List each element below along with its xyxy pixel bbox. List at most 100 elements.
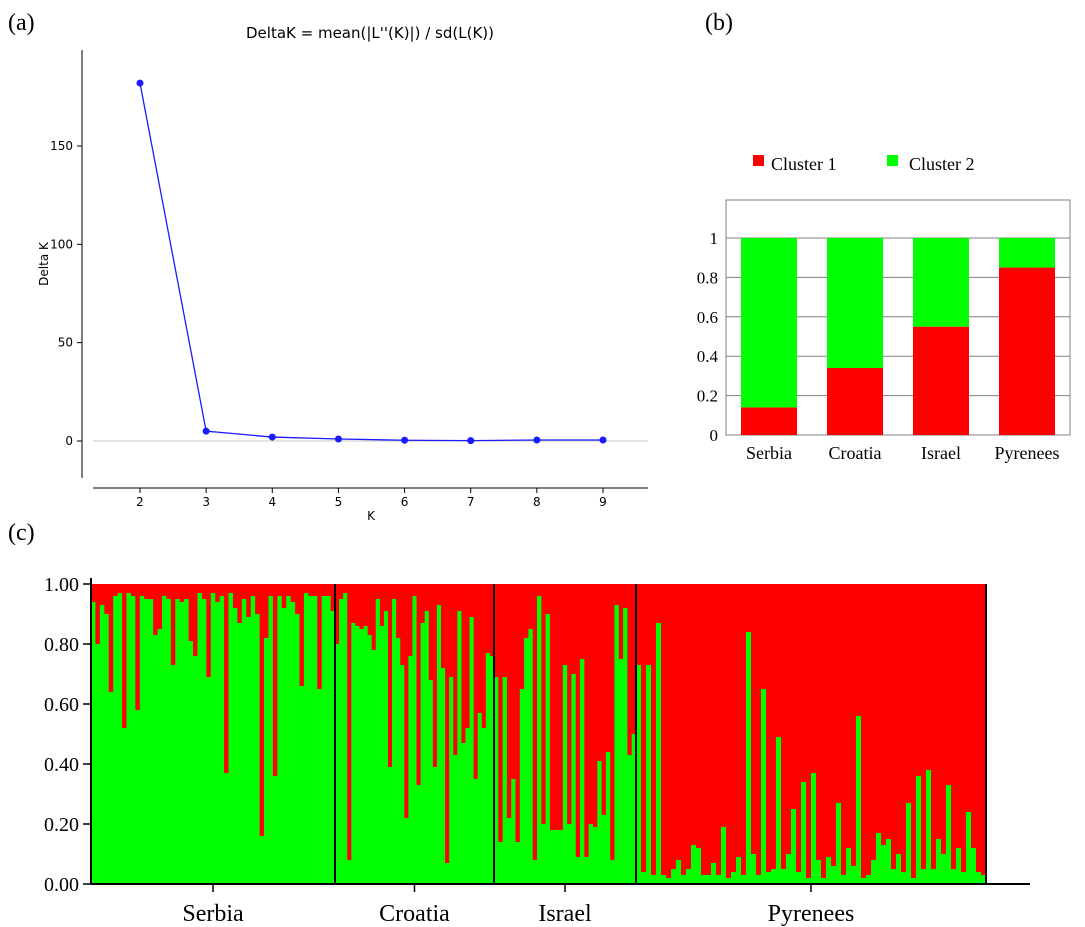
chart-c-bar-cluster-1 [477, 584, 483, 713]
chart-c-bar-cluster-2 [588, 824, 594, 884]
chart-c-bar-cluster-2 [567, 824, 572, 884]
chart-c-bar-cluster-2 [494, 677, 499, 884]
chart-c-bar-cluster-1 [921, 584, 927, 869]
chart-c-bar-cluster-2 [330, 611, 336, 884]
chart-c-bar-cluster-1 [268, 584, 274, 596]
chart-c-bar-cluster-1 [153, 584, 158, 635]
chart-c-bar-cluster-2 [299, 686, 305, 884]
chart-c-bar-cluster-1 [259, 584, 265, 836]
chart-c-bar-cluster-2 [971, 848, 977, 884]
chart-c-bar-cluster-1 [836, 584, 842, 803]
chart-c-bar-cluster-2 [956, 848, 962, 884]
chart-a-point [268, 433, 276, 441]
chart-c-bar-cluster-2 [816, 860, 822, 884]
chart-c-bar-cluster-1 [481, 584, 487, 728]
chart-c-bar-cluster-1 [272, 584, 278, 776]
chart-c-bar-cluster-2 [981, 875, 987, 884]
chart-c-bar-cluster-1 [806, 584, 812, 878]
chart-c-bar-cluster-1 [502, 584, 508, 677]
chart-c-bar-cluster-2 [290, 602, 296, 884]
chart-c-bar-cluster-1 [592, 584, 598, 827]
chart-c-bar-cluster-1 [473, 584, 479, 779]
chart-c-bar-cluster-1 [506, 584, 512, 818]
chart-c-bar-cluster-2 [210, 593, 216, 884]
chart-c-bar-cluster-1 [104, 584, 110, 614]
chart-c-bar-cluster-1 [696, 584, 702, 848]
chart-c-bar-cluster-2 [117, 593, 123, 884]
chart-c-bar-cluster-2 [502, 677, 508, 884]
chart-c-bar-cluster-1 [876, 584, 882, 833]
chart-c-bar-cluster-1 [494, 584, 499, 677]
chart-c-bar-cluster-1 [441, 584, 446, 668]
chart-a-xtick-label: 6 [401, 495, 409, 509]
chart-c-bar-cluster-2 [420, 623, 426, 884]
chart-c-bar-cluster-1 [871, 584, 877, 860]
chart-c-bar-cluster-1 [631, 584, 637, 734]
chart-c-bar-cluster-2 [104, 614, 110, 884]
chart-c-bar-cluster-1 [241, 584, 247, 599]
chart-c-bar-cluster-2 [706, 875, 712, 884]
chart-c-ytick-label: 0.00 [44, 874, 79, 896]
chart-c-bar-cluster-1 [961, 584, 967, 872]
chart-c-bar-cluster-1 [295, 584, 300, 614]
chart-c-bar-cluster-1 [299, 584, 305, 686]
chart-c-bar-cluster-2 [489, 656, 495, 884]
chart-a-ylabel: Delta K [37, 241, 51, 286]
chart-c-bar-cluster-1 [170, 584, 176, 665]
chart-c-bar-cluster-2 [457, 611, 462, 884]
chart-c-bar-cluster-2 [786, 854, 792, 884]
chart-c-bar-cluster-1 [113, 584, 118, 596]
chart-c-bar-cluster-1 [424, 584, 430, 611]
chart-c-bar-cluster-2 [135, 710, 141, 884]
chart-a-point [202, 427, 210, 435]
chart-c-bar-cluster-1 [580, 584, 585, 659]
chart-c-bar-cluster-1 [219, 584, 225, 596]
chart-c-bar-cluster-1 [428, 584, 434, 680]
chart-c-bar-cluster-2 [866, 875, 872, 884]
chart-c-bar-cluster-1 [347, 584, 352, 860]
chart-c-bar-cluster-1 [139, 584, 145, 596]
chart-c-bar-cluster-1 [726, 584, 732, 878]
chart-a-xtick-label: 5 [335, 495, 343, 509]
chart-c-bar-cluster-1 [91, 584, 96, 602]
chart-c-bar-cluster-1 [528, 584, 534, 629]
chart-c-bar-cluster-1 [537, 584, 542, 596]
chart-c-bar-cluster-2 [498, 842, 503, 884]
chart-c-bar-cluster-2 [776, 737, 782, 884]
legend-label-cluster-1: Cluster 1 [771, 154, 837, 174]
chart-c-bar-cluster-1 [210, 584, 216, 593]
chart-c-bar-cluster-2 [781, 869, 787, 884]
chart-c-bar-cluster-1 [321, 584, 327, 596]
chart-c-bar-cluster-1 [686, 584, 692, 869]
chart-c-bar-cluster-1 [250, 584, 256, 596]
chart-c-bar-cluster-2 [592, 827, 598, 884]
chart-c-bar-cluster-2 [308, 596, 314, 884]
chart-c-ytick-label: 0.40 [44, 754, 79, 776]
chart-c-bar-cluster-1 [388, 584, 393, 767]
chart-c-bar-cluster-2 [618, 659, 624, 884]
chart-c-bar-cluster-1 [157, 584, 163, 629]
chart-c-bar-cluster-2 [671, 869, 677, 884]
chart-c-bar-cluster-2 [445, 863, 450, 884]
chart-b-category-label: Pyrenees [995, 443, 1060, 463]
chart-c-bar-cluster-2 [901, 872, 907, 884]
chart-c-bar-cluster-2 [906, 803, 912, 884]
chart-c-bar-cluster-2 [408, 656, 413, 884]
chart-c-bar-cluster-1 [846, 584, 852, 848]
chart-c-bar-cluster-2 [519, 689, 525, 884]
legend-swatch-cluster-2 [887, 155, 898, 166]
chart-c-bar-cluster-1 [343, 584, 348, 593]
chart-b-ytick-label: 0.4 [697, 347, 719, 366]
chart-c-bar-cluster-1 [308, 584, 314, 596]
chart-c-bar-cluster-1 [931, 584, 937, 869]
chart-c-bar-cluster-2 [153, 635, 158, 884]
chart-c-bar-cluster-1 [524, 584, 529, 638]
chart-c-bar-cluster-1 [498, 584, 503, 842]
chart-c-bar-cluster-2 [721, 827, 727, 884]
chart-c-bar-cluster-1 [532, 584, 538, 860]
chart-c-bar-cluster-1 [776, 584, 782, 737]
chart-c-bar-cluster-2 [886, 839, 892, 884]
chart-c-bar-cluster-2 [477, 713, 483, 884]
chart-c-bar-cluster-1 [966, 584, 972, 812]
chart-c-bar-cluster-1 [746, 584, 752, 632]
